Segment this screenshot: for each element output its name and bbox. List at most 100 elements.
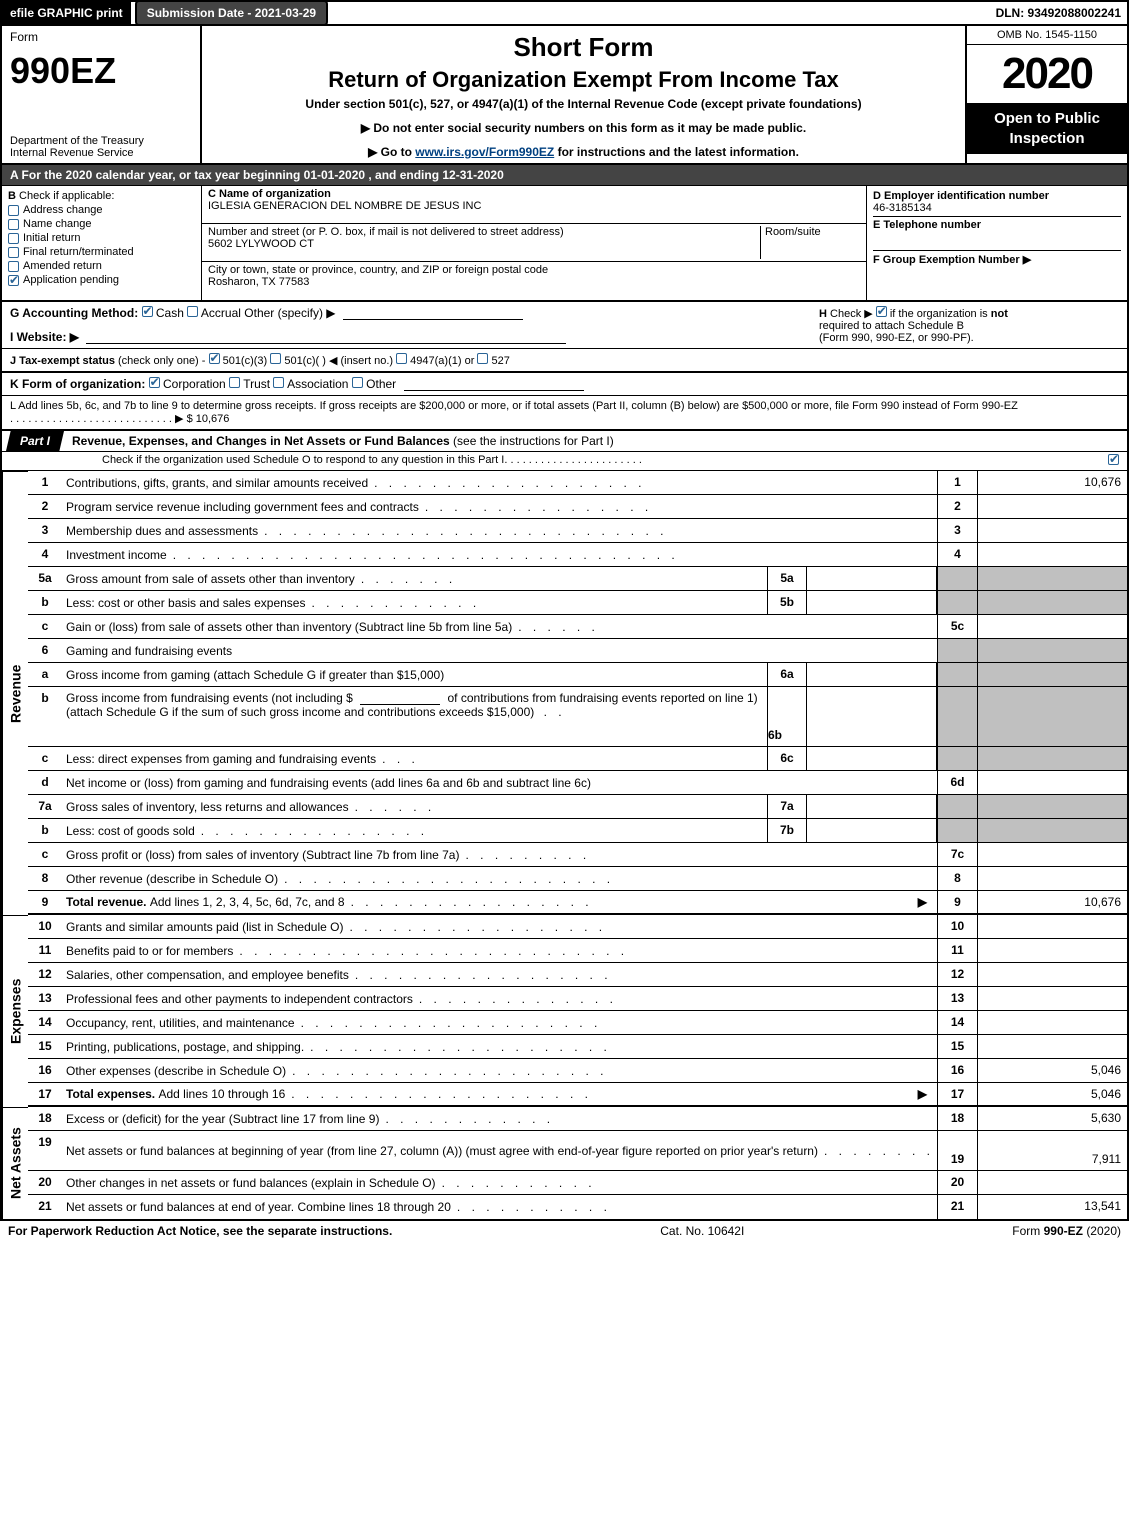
city-label: City or town, state or province, country… [208, 264, 548, 276]
line-9: 9 Total revenue. Add lines 1, 2, 3, 4, 5… [28, 891, 1127, 915]
irs-link[interactable]: www.irs.gov/Form990EZ [415, 145, 554, 159]
opt-address-change[interactable]: Address change [8, 204, 195, 216]
part1-title: Revenue, Expenses, and Changes in Net As… [64, 434, 1127, 448]
line-6a: a Gross income from gaming (attach Sched… [28, 663, 1127, 687]
g-accrual-check[interactable] [187, 306, 198, 317]
line-5c: c Gain or (loss) from sale of assets oth… [28, 615, 1127, 639]
j-501c-check[interactable] [270, 353, 281, 364]
line-2: 2 Program service revenue including gove… [28, 495, 1127, 519]
part1-sub: Check if the organization used Schedule … [2, 452, 1127, 471]
line-6b: b Gross income from fundraising events (… [28, 687, 1127, 747]
j-sub: (check only one) - [118, 355, 205, 367]
omb-number: OMB No. 1545-1150 [967, 26, 1127, 45]
val-6c [807, 747, 937, 770]
line-6d: d Net income or (loss) from gaming and f… [28, 771, 1127, 795]
line-20: 20 Other changes in net assets or fund b… [28, 1171, 1127, 1195]
opt-amended-return[interactable]: Amended return [8, 260, 195, 272]
line-4: 4 Investment income. . . . . . . . . . .… [28, 543, 1127, 567]
k-other-check[interactable] [352, 377, 363, 388]
footer-mid: Cat. No. 10642I [660, 1224, 744, 1238]
part1-sched-o-check[interactable] [1108, 454, 1119, 465]
val-6a [807, 663, 937, 686]
header-left: Form 990EZ Department of the Treasury In… [2, 26, 202, 163]
line-5b: b Less: cost or other basis and sales ex… [28, 591, 1127, 615]
c-label: C Name of organization [208, 188, 331, 200]
line-1: 1 Contributions, gifts, grants, and simi… [28, 471, 1127, 495]
submission-date: Submission Date - 2021-03-29 [135, 0, 328, 26]
vlabel-revenue: Revenue [2, 471, 28, 915]
website-input[interactable] [86, 330, 566, 344]
vlabel-expenses: Expenses [2, 915, 28, 1107]
instr-goto-post: for instructions and the latest informat… [558, 145, 799, 159]
g-h-row: G Accounting Method: Cash Accrual Other … [2, 302, 1127, 349]
line-3: 3 Membership dues and assessments. . . .… [28, 519, 1127, 543]
inspection-badge: Open to Public Inspection [967, 103, 1127, 154]
irs-label: Internal Revenue Service [10, 147, 192, 159]
footer-right: Form 990-EZ (2020) [1012, 1224, 1121, 1238]
val-5a [807, 567, 937, 590]
b-check-label: Check if applicable: [19, 190, 114, 202]
line-21: 21 Net assets or fund balances at end of… [28, 1195, 1127, 1219]
l-text: L Add lines 5b, 6c, and 7b to line 9 to … [10, 400, 1018, 412]
tax-year-bar: A For the 2020 calendar year, or tax yea… [2, 165, 1127, 186]
k-corp-check[interactable] [149, 377, 160, 388]
org-name: IGLESIA GENERACION DEL NOMBRE DE JESUS I… [208, 200, 481, 212]
h-text4: (Form 990, 990-EZ, or 990-PF). [819, 332, 974, 344]
d-label: D Employer identification number [873, 190, 1049, 202]
g-other: Other (specify) ▶ [244, 306, 335, 320]
g-other-input[interactable] [343, 306, 523, 320]
j-o1: 501(c)(3) [223, 355, 268, 367]
section-c: C Name of organization IGLESIA GENERACIO… [202, 186, 867, 300]
addr-value: 5602 LYLYWOOD CT [208, 238, 314, 250]
line-7a: 7a Gross sales of inventory, less return… [28, 795, 1127, 819]
opt-name-change[interactable]: Name change [8, 218, 195, 230]
ein-value: 46-3185134 [873, 202, 932, 214]
line-7b: b Less: cost of goods sold. . . . . . . … [28, 819, 1127, 843]
e-label: E Telephone number [873, 219, 981, 231]
h-check[interactable] [876, 306, 887, 317]
val-7b [807, 819, 937, 842]
l-line: L Add lines 5b, 6c, and 7b to line 9 to … [2, 396, 1127, 431]
line-14: 14 Occupancy, rent, utilities, and maint… [28, 1011, 1127, 1035]
addr-label: Number and street (or P. O. box, if mail… [208, 226, 564, 238]
j-527-check[interactable] [477, 353, 488, 364]
topbar-left: efile GRAPHIC print Submission Date - 20… [2, 2, 328, 24]
k-trust-check[interactable] [229, 377, 240, 388]
title-short-form: Short Form [210, 32, 957, 63]
val-6b-contrib[interactable] [360, 691, 440, 705]
part1-header: Part I Revenue, Expenses, and Changes in… [2, 431, 1127, 452]
h-label: H [819, 308, 827, 320]
instr-goto-pre: ▶ Go to [368, 145, 415, 159]
instr-ssn: ▶ Do not enter social security numbers o… [210, 121, 957, 135]
form-code: 990EZ [10, 50, 192, 92]
g-cash-check[interactable] [142, 306, 153, 317]
k-o1: Corporation [163, 377, 226, 391]
line-15: 15 Printing, publications, postage, and … [28, 1035, 1127, 1059]
line-16: 16 Other expenses (describe in Schedule … [28, 1059, 1127, 1083]
j-4947-check[interactable] [396, 353, 407, 364]
k-o4: Other [366, 377, 396, 391]
dept-label: Department of the Treasury [10, 135, 192, 147]
efile-label[interactable]: efile GRAPHIC print [2, 2, 131, 24]
b-label: B [8, 190, 16, 202]
k-label: K Form of organization: [10, 377, 145, 391]
k-other-input[interactable] [404, 377, 584, 391]
opt-initial-return[interactable]: Initial return [8, 232, 195, 244]
line-6c: c Less: direct expenses from gaming and … [28, 747, 1127, 771]
l-amount: $ 10,676 [187, 413, 230, 425]
line-13: 13 Professional fees and other payments … [28, 987, 1127, 1011]
net-assets-section: Net Assets 18 Excess or (deficit) for th… [2, 1107, 1127, 1219]
opt-final-return[interactable]: Final return/terminated [8, 246, 195, 258]
opt-application-pending[interactable]: Application pending [8, 274, 195, 286]
g-accrual: Accrual [201, 306, 241, 320]
line-19: 19 Net assets or fund balances at beginn… [28, 1131, 1127, 1171]
val-6b [807, 687, 937, 746]
header-right: OMB No. 1545-1150 2020 Open to Public In… [967, 26, 1127, 163]
h-block: H Check ▶ if the organization is not req… [819, 306, 1119, 344]
k-assoc-check[interactable] [273, 377, 284, 388]
section-b: B Check if applicable: Address change Na… [2, 186, 202, 300]
j-501c3-check[interactable] [209, 353, 220, 364]
footer: For Paperwork Reduction Act Notice, see … [0, 1219, 1129, 1241]
line-11: 11 Benefits paid to or for members. . . … [28, 939, 1127, 963]
section-d: D Employer identification number 46-3185… [867, 186, 1127, 300]
